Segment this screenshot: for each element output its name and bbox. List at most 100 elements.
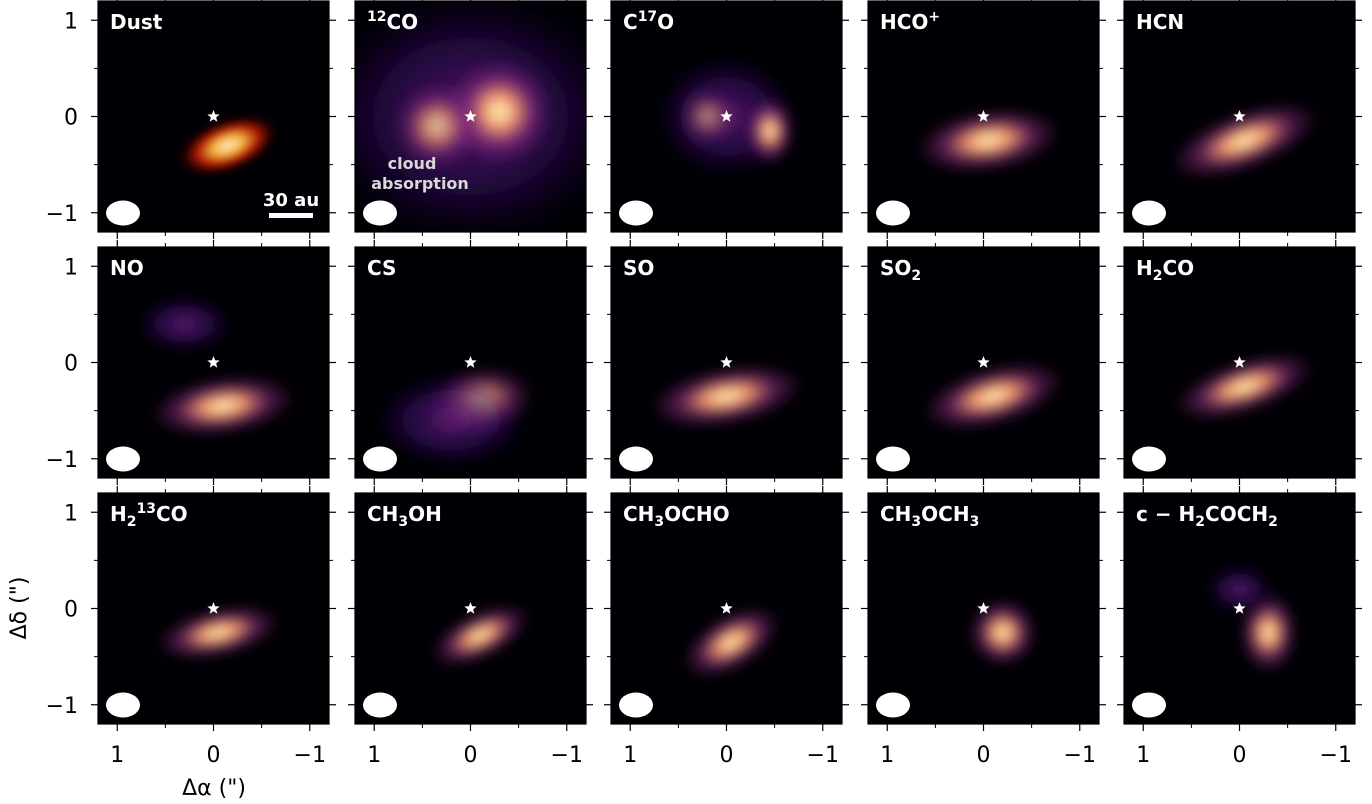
x-tick-label: 0 [1233, 743, 1247, 768]
panel-ticks [91, 0, 336, 239]
panel-ticks [91, 240, 336, 485]
panel-dust: Dust 30 au [91, 0, 336, 239]
panel-label-part: CH [880, 502, 911, 526]
star-icon [464, 110, 477, 122]
emission-map [654, 53, 799, 180]
panel-label: H213CO [110, 501, 188, 530]
panel-label-part: SO [880, 256, 911, 280]
beam-ellipse [363, 692, 397, 718]
panel-ticks [91, 486, 336, 731]
panel-no: NO [91, 240, 336, 485]
panel-label-part: OCHO [664, 502, 729, 526]
emission-blob [745, 97, 794, 165]
panel-label-part: COCH [1205, 502, 1268, 526]
x-tick-label: 0 [207, 743, 221, 768]
panel-label: c − H2COCH2 [1136, 502, 1278, 530]
panel-h213co: H213CO [91, 486, 336, 731]
y-tick-label: 1 [64, 255, 78, 280]
beam-ellipse [619, 200, 653, 226]
x-tick-label: −1 [1320, 743, 1352, 768]
star-icon [207, 110, 220, 122]
emission-map [922, 362, 1064, 430]
emission-map [431, 604, 530, 667]
panel-ticks [861, 240, 1106, 485]
panel-c17o: C17O [604, 0, 849, 239]
star-icon [977, 602, 990, 614]
emission-map [916, 108, 1060, 173]
emission-blob [151, 375, 295, 437]
emission-map [1175, 353, 1314, 420]
beam-ellipse [876, 692, 910, 718]
emission-blob [1175, 353, 1314, 420]
panel-label-part: NO [110, 256, 144, 280]
panel-label: SO2 [880, 256, 921, 284]
panel-ticks [861, 486, 1106, 731]
x-tick-label: 0 [720, 743, 734, 768]
panel-label-part: H [110, 502, 127, 526]
emission-blob [916, 108, 1060, 173]
cloud-absorption-label: absorption [371, 174, 469, 193]
panel-label-part: HCO [880, 10, 928, 34]
panel-label: HCN [1136, 10, 1184, 34]
star-icon [720, 356, 733, 368]
panel-label: 12CO [367, 9, 418, 34]
beam-ellipse [619, 692, 653, 718]
panel-hcn: HCN [1117, 0, 1362, 239]
emission-blob [922, 362, 1064, 430]
panel-label: C17O [623, 9, 674, 34]
panel-ch3ocho: CH3OCHO [604, 486, 849, 731]
emission-blob [1239, 592, 1298, 673]
emission-map [1171, 102, 1318, 179]
emission-blob [678, 87, 737, 146]
panel-label-part: H [1136, 256, 1153, 280]
star-icon [720, 110, 733, 122]
star-icon [1233, 602, 1246, 614]
emission-map [177, 114, 279, 177]
beam-ellipse [363, 200, 397, 226]
panel-label: H2CO [1136, 256, 1194, 284]
panel-label-part: 3 [911, 514, 921, 530]
y-tick-label: −1 [46, 694, 78, 719]
y-tick-label: 0 [64, 598, 78, 623]
beam-ellipse [106, 692, 140, 718]
y-tick-label: 1 [64, 9, 78, 34]
panel-label: CH3OCH3 [880, 502, 979, 530]
scale-bar-label: 30 au [263, 190, 319, 211]
emission-blob [969, 598, 1037, 667]
emission-blob [1171, 102, 1318, 179]
panel-label-part: C [623, 10, 638, 34]
panel-label-part: 13 [137, 501, 156, 517]
panel-label: HCO+ [880, 9, 940, 34]
star-icon [464, 602, 477, 614]
emission-blob [431, 604, 530, 667]
panel-ticks [1117, 486, 1362, 731]
panel-ticks [1117, 240, 1362, 485]
beam-ellipse [106, 200, 140, 226]
panel-label-part: c − H [1136, 502, 1195, 526]
panel-label-part: 3 [398, 514, 408, 530]
star-icon [977, 110, 990, 122]
panel-label-part: OCH [921, 502, 969, 526]
panel-so: SO [604, 240, 849, 485]
panel-ticks [604, 0, 849, 239]
x-tick-label: −1 [551, 743, 583, 768]
scale-bar [269, 213, 313, 218]
panel-label-part: HCN [1136, 10, 1184, 34]
panel-label-part: CO [386, 10, 418, 34]
panel-label: SO [623, 256, 654, 280]
panel-ch3och3: CH3OCH3 [861, 486, 1106, 731]
emission-blob [650, 364, 803, 428]
emission-map [683, 606, 780, 678]
beam-ellipse [363, 446, 397, 472]
panel-label-part: 2 [1153, 268, 1163, 284]
panel-label-part: CO [156, 502, 188, 526]
x-tick-label: 1 [367, 743, 381, 768]
x-tick-label: 1 [623, 743, 637, 768]
star-icon [464, 356, 477, 368]
panel-ticks [348, 486, 593, 731]
emission-blob [683, 606, 780, 678]
beam-ellipse [876, 200, 910, 226]
emission-map [1205, 565, 1298, 673]
beam-ellipse [876, 446, 910, 472]
